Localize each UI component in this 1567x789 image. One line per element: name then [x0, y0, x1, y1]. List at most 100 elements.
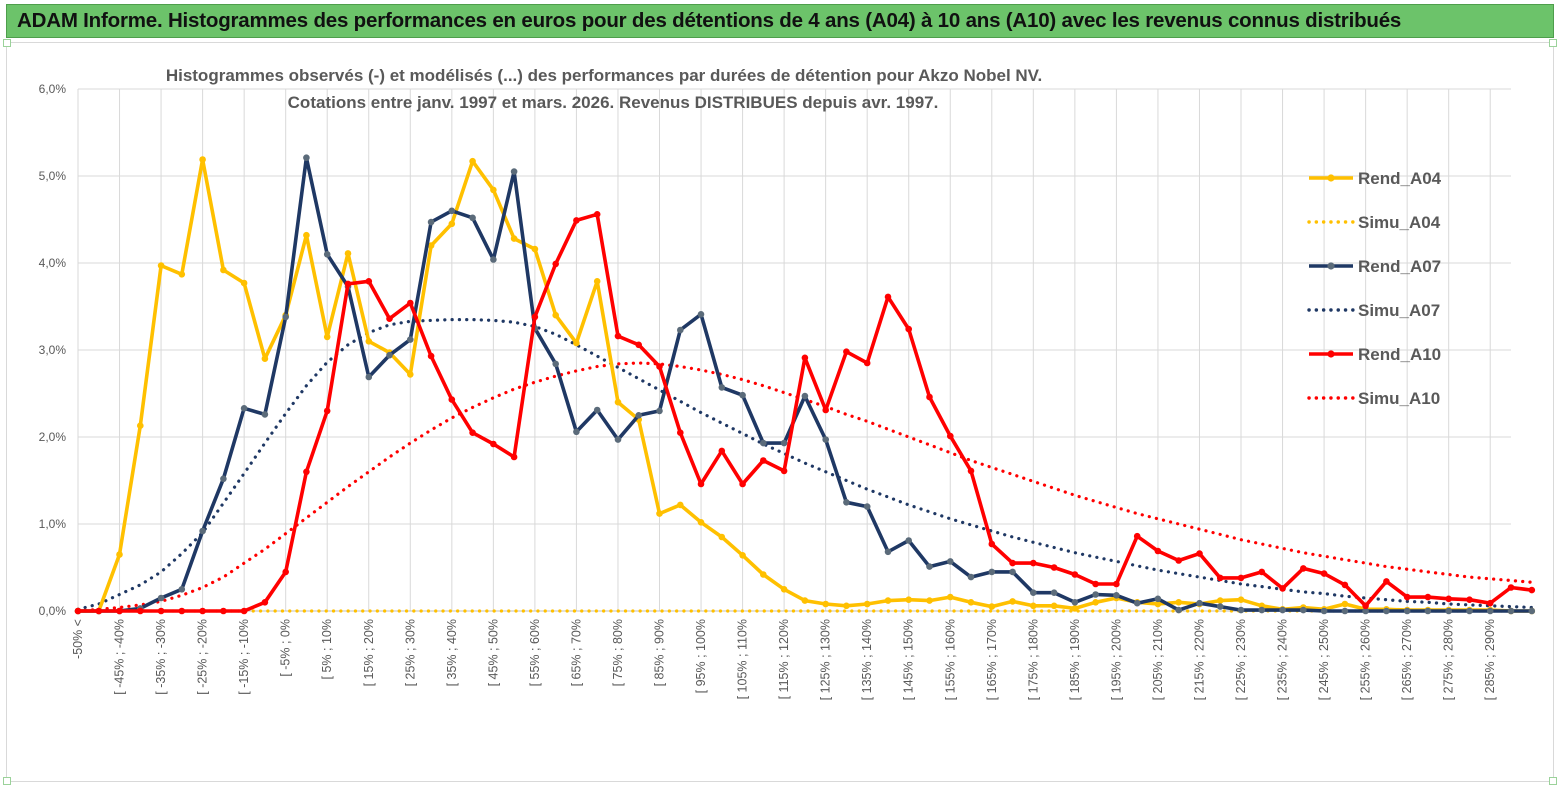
- data-point-Rend_A10: [822, 406, 829, 414]
- data-point-Rend_A10: [801, 354, 809, 362]
- data-point-Rend_A07: [220, 475, 227, 483]
- chart-frame: [3, 39, 1557, 785]
- data-point-Rend_A07: [490, 256, 497, 263]
- data-point-Rend_A07: [323, 251, 331, 258]
- data-point-Rend_A10: [74, 607, 82, 615]
- data-point-Rend_A04: [261, 355, 269, 363]
- chart-title-layer: Histogrammes observés (-) et modélisés (…: [166, 66, 1042, 112]
- data-point-Rend_A10: [178, 607, 186, 615]
- data-point-Rend_A07: [905, 537, 912, 544]
- data-point-Rend_A04: [905, 596, 912, 603]
- data-point-Rend_A04: [884, 597, 892, 604]
- x-tick-label: [ 265% ; 270%: [1400, 619, 1414, 700]
- data-point-Rend_A10: [344, 280, 352, 288]
- y-tick-label: 1,0%: [39, 517, 67, 531]
- data-point-Rend_A07: [199, 527, 206, 535]
- legend-label: Rend_A04: [1358, 169, 1442, 188]
- frame-handle-bottom-left: [3, 777, 11, 785]
- data-point-Rend_A10: [573, 217, 580, 224]
- data-point-Rend_A07: [282, 313, 290, 321]
- data-point-Rend_A07: [677, 326, 684, 334]
- x-tick-label: [ 115% ; 120%: [777, 619, 791, 699]
- data-point-Rend_A04: [926, 597, 933, 604]
- data-point-Rend_A10: [1071, 571, 1079, 578]
- data-point-Rend_A10: [552, 260, 559, 268]
- grid-layer: [77, 88, 1511, 612]
- data-point-Rend_A07: [1050, 589, 1058, 596]
- x-tick-label: [ 235% ; 240%: [1276, 619, 1290, 700]
- data-point-Rend_A04: [365, 338, 373, 345]
- x-tick-label: [ 35% ; 40%: [445, 619, 459, 686]
- x-tick-label: [ 5% ; 10%: [320, 619, 334, 679]
- data-point-Rend_A04: [573, 339, 580, 347]
- data-point-Rend_A07: [552, 360, 559, 368]
- data-point-Rend_A07: [510, 168, 518, 175]
- legend-entry-Simu_A04: Simu_A04: [1307, 213, 1441, 232]
- data-point-Rend_A07: [697, 311, 705, 318]
- data-point-Rend_A10: [1092, 580, 1099, 588]
- x-tick-label: [ 185% ; 190%: [1068, 619, 1082, 700]
- data-point-Rend_A04: [760, 571, 767, 578]
- data-point-Rend_A07: [573, 428, 580, 436]
- legend-marker: [1327, 262, 1335, 270]
- series-Rend_A10: [74, 211, 1536, 615]
- data-point-Rend_A10: [1403, 593, 1411, 601]
- data-point-Rend_A07: [947, 558, 954, 565]
- x-tick-label: [ 155% ; 160%: [943, 619, 957, 700]
- data-point-Rend_A10: [386, 315, 393, 323]
- data-point-Rend_A04: [843, 602, 850, 610]
- data-point-Rend_A07: [1341, 607, 1349, 615]
- legend-entry-Rend_A07: Rend_A07: [1309, 257, 1441, 276]
- data-point-Rend_A10: [656, 363, 663, 370]
- data-point-Rend_A10: [199, 607, 206, 615]
- data-point-Rend_A10: [947, 432, 954, 440]
- data-point-Rend_A10: [635, 341, 642, 349]
- series-line-Rend_A07: [78, 155, 1532, 613]
- data-point-Rend_A07: [656, 407, 663, 415]
- legend: Rend_A04 Simu_A04 Rend_A07 Simu_A07 Rend_A10…: [1307, 169, 1442, 408]
- data-point-Rend_A04: [1341, 600, 1349, 608]
- data-point-Rend_A10: [261, 599, 269, 606]
- x-tick-label: [ 95% ; 100%: [694, 619, 708, 693]
- data-point-Rend_A10: [677, 429, 684, 437]
- data-point-Rend_A10: [863, 359, 871, 367]
- data-point-Rend_A10: [843, 348, 850, 356]
- data-point-Rend_A07: [614, 436, 622, 443]
- data-point-Rend_A04: [531, 245, 539, 253]
- data-point-Rend_A04: [323, 333, 331, 341]
- data-point-Rend_A10: [614, 332, 622, 340]
- data-point-Rend_A07: [1466, 607, 1473, 615]
- x-tick-label: [ 255% ; 260%: [1359, 619, 1373, 700]
- data-point-Rend_A07: [240, 405, 248, 412]
- data-point-Rend_A07: [1279, 606, 1286, 614]
- data-point-Rend_A04: [801, 597, 809, 604]
- data-point-Rend_A04: [448, 220, 456, 228]
- x-tick-label: [ -5% ; 0%: [279, 619, 293, 677]
- data-point-Rend_A07: [1009, 568, 1016, 576]
- data-point-Rend_A04: [469, 157, 476, 165]
- report-title: ADAM Informe. Histogrammes des performan…: [17, 9, 1402, 32]
- data-point-Rend_A10: [323, 407, 331, 415]
- data-point-Rend_A07: [967, 573, 975, 581]
- y-tick-label: 3,0%: [39, 343, 67, 357]
- data-point-Rend_A07: [1445, 607, 1452, 615]
- data-point-Rend_A07: [1113, 592, 1120, 599]
- data-point-Rend_A07: [469, 214, 476, 222]
- data-point-Rend_A07: [1216, 603, 1224, 610]
- series-line-Simu_A07: [76, 318, 1534, 611]
- data-point-Rend_A07: [1362, 607, 1369, 615]
- x-tick-label: [ 55% ; 60%: [528, 619, 542, 686]
- data-point-Rend_A04: [780, 586, 788, 593]
- data-point-Rend_A10: [905, 325, 912, 333]
- legend-label: Simu_A04: [1358, 213, 1441, 232]
- y-tick-label: 4,0%: [39, 256, 67, 270]
- x-tick-label: [ 205% ; 210%: [1151, 619, 1165, 700]
- legend-marker: [1327, 350, 1335, 358]
- data-point-Rend_A10: [220, 607, 227, 615]
- legend-entry-Simu_A07: Simu_A07: [1307, 301, 1440, 320]
- data-point-Rend_A07: [386, 351, 393, 359]
- data-point-Rend_A10: [1154, 547, 1162, 555]
- data-point-Rend_A04: [303, 231, 310, 239]
- data-point-Rend_A04: [697, 519, 705, 526]
- data-point-Rend_A10: [988, 540, 996, 548]
